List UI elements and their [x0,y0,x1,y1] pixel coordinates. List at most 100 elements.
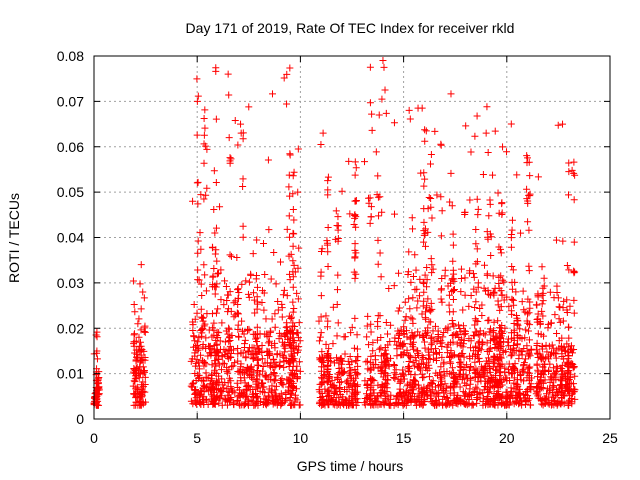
data-point [351,171,359,179]
data-point [517,229,525,237]
data-point [469,401,477,409]
data-point [199,314,207,322]
data-point [381,86,389,94]
data-point [565,343,573,351]
data-point [254,397,262,405]
data-point [334,213,342,221]
data-point [524,364,532,372]
data-point [457,335,465,343]
data-point [226,251,234,259]
data-point [427,318,435,326]
data-point [322,312,330,320]
data-point [283,225,291,233]
data-point [253,283,261,291]
data-point [421,242,429,250]
data-point [139,288,147,296]
data-point [238,327,246,335]
data-point [271,393,279,401]
data-point [570,196,578,204]
data-point [289,338,297,346]
data-point [315,337,323,345]
data-point [289,229,297,237]
data-point [552,236,560,244]
data-point [140,368,148,376]
data-point [408,383,416,391]
data-point [491,127,499,135]
data-point [333,373,341,381]
data-point [363,322,371,330]
data-point [537,396,545,404]
data-point [367,320,375,328]
data-point [258,287,266,295]
data-point [374,312,382,320]
data-point [509,394,517,402]
data-point [438,375,446,383]
data-point [437,363,445,371]
data-point [390,282,398,290]
data-point [381,375,389,383]
data-point [413,304,421,312]
data-point [409,390,416,398]
data-point [486,325,494,333]
data-point [242,354,250,362]
data-point [570,346,578,354]
data-point [131,308,139,316]
data-point [400,400,408,408]
data-point [207,387,215,395]
data-point [241,340,249,348]
data-point [290,168,298,176]
data-point [403,327,411,335]
data-point [492,378,500,386]
data-point [378,95,386,103]
data-point [256,370,264,378]
data-point [442,401,450,409]
data-point [496,306,504,314]
data-point [263,330,271,338]
data-point [374,236,382,244]
data-point [191,390,199,398]
data-point [394,307,402,315]
data-point [538,300,546,308]
data-point [483,103,491,111]
data-point [518,298,526,306]
data-point [515,400,523,408]
chart-title: Day 171 of 2019, Rate Of TEC Index for r… [186,20,515,36]
data-point [212,67,220,75]
data-point [290,230,298,238]
data-point [274,306,282,314]
data-point [420,238,428,246]
data-point [336,379,344,387]
data-point [379,57,387,65]
data-point [500,296,508,304]
data-point [514,368,522,376]
data-point [473,195,481,203]
data-point [444,400,452,408]
data-point [499,143,507,151]
data-point [286,270,294,278]
data-point [213,257,221,265]
data-point [352,357,360,365]
data-point [210,205,218,213]
data-point [459,306,467,314]
data-point [250,296,258,304]
data-point [286,396,294,404]
data-point [428,305,436,313]
data-point [137,381,145,389]
data-point [395,269,403,277]
data-point [382,319,390,327]
data-point [419,332,427,340]
data-point [554,121,562,129]
data-point [214,305,222,313]
data-point [220,301,228,309]
data-point [194,374,202,382]
data-point [203,145,211,153]
data-point [218,401,226,409]
data-point [564,348,572,356]
data-point [362,358,370,366]
data-point [421,126,429,134]
data-point [391,361,399,369]
data-point [93,333,101,341]
data-point [533,318,541,326]
data-point [347,329,355,337]
data-point [479,398,487,406]
